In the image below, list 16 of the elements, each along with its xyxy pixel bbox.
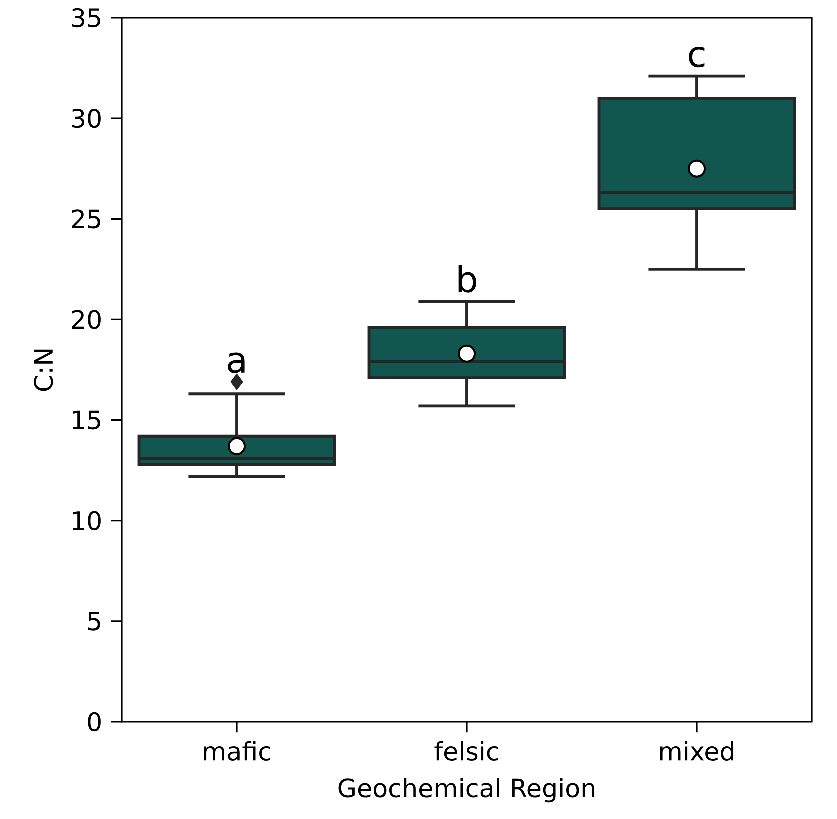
- annotation: a: [228, 352, 245, 374]
- y-tick-label: 30: [72, 108, 101, 128]
- y-tick-label: 25: [72, 210, 100, 229]
- x-axis-title: Geochemical Region: [338, 778, 595, 803]
- x-tick-label: mafic: [204, 741, 270, 761]
- y-tick-label: 0: [88, 712, 101, 732]
- y-tick-label: 20: [72, 310, 101, 330]
- y-tick-label: 5: [88, 612, 100, 631]
- y-tick-label: 10: [73, 511, 101, 530]
- x-tick-label: mixed: [660, 741, 734, 761]
- y-tick-label: 35: [72, 8, 100, 28]
- y-axis-title: C:N: [34, 350, 54, 392]
- annotation: b: [458, 265, 476, 293]
- annotation: c: [689, 46, 705, 68]
- y-tick-label: 15: [73, 410, 100, 430]
- x-tick-label: felsic: [434, 741, 498, 761]
